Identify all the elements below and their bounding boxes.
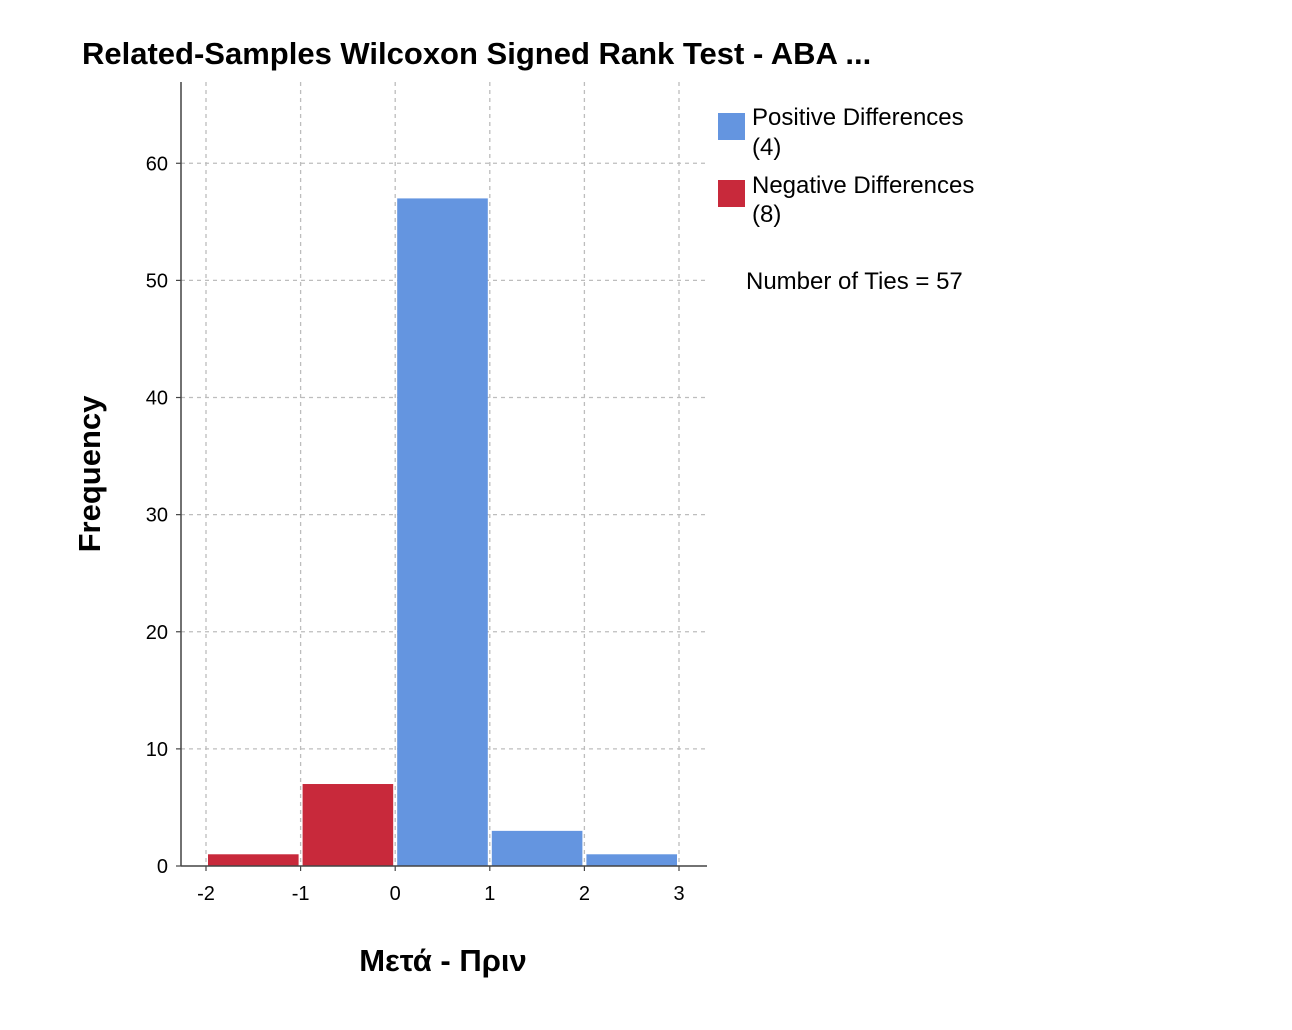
y-tick-label: 60 xyxy=(146,153,168,175)
y-tick-labels: 0 10 20 30 40 50 60 xyxy=(146,153,181,878)
y-tick-label: 40 xyxy=(146,388,168,410)
legend: Positive Differences (4) Negative Differ… xyxy=(718,104,974,228)
histogram-bar xyxy=(397,198,488,867)
x-tick-label: -1 xyxy=(292,883,310,905)
y-axis-label: Frequency xyxy=(72,395,107,553)
y-tick-label: 30 xyxy=(146,505,168,527)
legend-swatch-positive xyxy=(718,113,745,140)
bars xyxy=(208,198,677,867)
x-axis-label: Μετά - Πριν xyxy=(359,943,527,978)
x-tick-labels: -2 -1 0 1 2 3 xyxy=(197,866,685,905)
y-tick-label: 10 xyxy=(146,739,168,761)
legend-count-positive: (4) xyxy=(752,134,781,161)
y-tick-label: 50 xyxy=(146,270,168,292)
histogram-bar xyxy=(491,830,583,866)
y-tick-label: 0 xyxy=(157,856,168,878)
histogram-bar xyxy=(208,854,299,866)
histogram-bar xyxy=(586,854,677,866)
legend-label-negative: Negative Differences xyxy=(752,172,974,199)
x-tick-label: -2 xyxy=(197,883,215,905)
x-tick-label: 3 xyxy=(673,883,684,905)
legend-count-negative: (8) xyxy=(752,201,781,228)
legend-label-positive: Positive Differences xyxy=(752,104,964,131)
histogram-bar xyxy=(302,784,394,866)
x-tick-label: 1 xyxy=(484,883,495,905)
gridlines xyxy=(181,82,707,866)
legend-swatch-negative xyxy=(718,180,745,207)
ties-annotation: Number of Ties = 57 xyxy=(746,268,963,295)
chart-title: Related-Samples Wilcoxon Signed Rank Tes… xyxy=(82,36,871,71)
x-tick-label: 2 xyxy=(579,883,590,905)
y-tick-label: 20 xyxy=(146,622,168,644)
x-tick-label: 0 xyxy=(390,883,401,905)
